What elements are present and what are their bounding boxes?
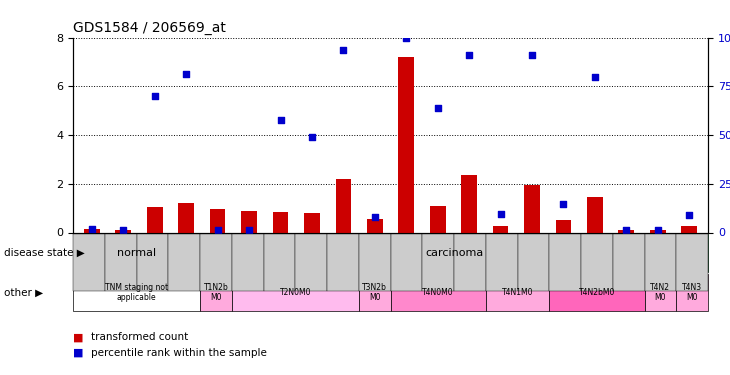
Text: ■: ■ — [73, 348, 83, 357]
Point — [495, 211, 507, 217]
Point — [526, 52, 538, 58]
Bar — [336, 179, 351, 232]
Point — [274, 117, 286, 123]
Bar — [178, 203, 194, 232]
Text: percentile rank within the sample: percentile rank within the sample — [91, 348, 267, 357]
Point — [118, 226, 129, 232]
Point — [369, 214, 380, 220]
Text: T4N2
M0: T4N2 M0 — [650, 283, 670, 302]
Text: other ▶: other ▶ — [4, 288, 43, 297]
Bar — [587, 197, 603, 232]
Text: carcinoma: carcinoma — [425, 248, 483, 258]
Point — [243, 226, 255, 232]
Text: T4N2bM0: T4N2bM0 — [579, 288, 615, 297]
Text: normal: normal — [117, 248, 156, 258]
Point — [337, 47, 349, 53]
Point — [306, 135, 318, 141]
Text: ■: ■ — [73, 333, 83, 342]
Text: transformed count: transformed count — [91, 333, 188, 342]
Text: T4N1M0: T4N1M0 — [502, 288, 534, 297]
Text: T4N3
M0: T4N3 M0 — [682, 283, 702, 302]
Text: GDS1584 / 206569_at: GDS1584 / 206569_at — [73, 21, 226, 35]
Bar — [115, 230, 131, 232]
Text: T2N0M0: T2N0M0 — [280, 288, 311, 297]
Bar — [367, 219, 383, 232]
Text: T4N0M0: T4N0M0 — [423, 288, 454, 297]
Point — [620, 226, 632, 232]
Point — [149, 93, 161, 99]
Text: T1N2b
M0: T1N2b M0 — [204, 283, 228, 302]
Text: T3N2b
M0: T3N2b M0 — [362, 283, 387, 302]
Bar — [430, 206, 445, 232]
Point — [86, 226, 98, 232]
Bar — [147, 207, 163, 232]
Bar — [272, 212, 288, 232]
Bar — [618, 230, 634, 232]
Point — [558, 201, 569, 207]
Bar — [461, 175, 477, 232]
Bar — [210, 209, 226, 232]
Point — [589, 74, 601, 80]
Bar — [493, 226, 509, 232]
Bar — [84, 229, 100, 232]
Bar — [524, 185, 540, 232]
Point — [683, 212, 695, 218]
Bar — [399, 57, 414, 232]
Point — [464, 52, 475, 58]
Bar — [556, 220, 572, 232]
Text: TNM staging not
applicable: TNM staging not applicable — [105, 283, 168, 302]
Point — [212, 226, 223, 232]
Bar — [681, 226, 697, 232]
Point — [652, 226, 664, 232]
Bar — [650, 230, 666, 232]
Point — [432, 105, 444, 111]
Point — [401, 34, 412, 40]
Point — [180, 71, 192, 77]
Text: disease state ▶: disease state ▶ — [4, 248, 85, 258]
Bar — [304, 213, 320, 232]
Bar — [241, 211, 257, 232]
